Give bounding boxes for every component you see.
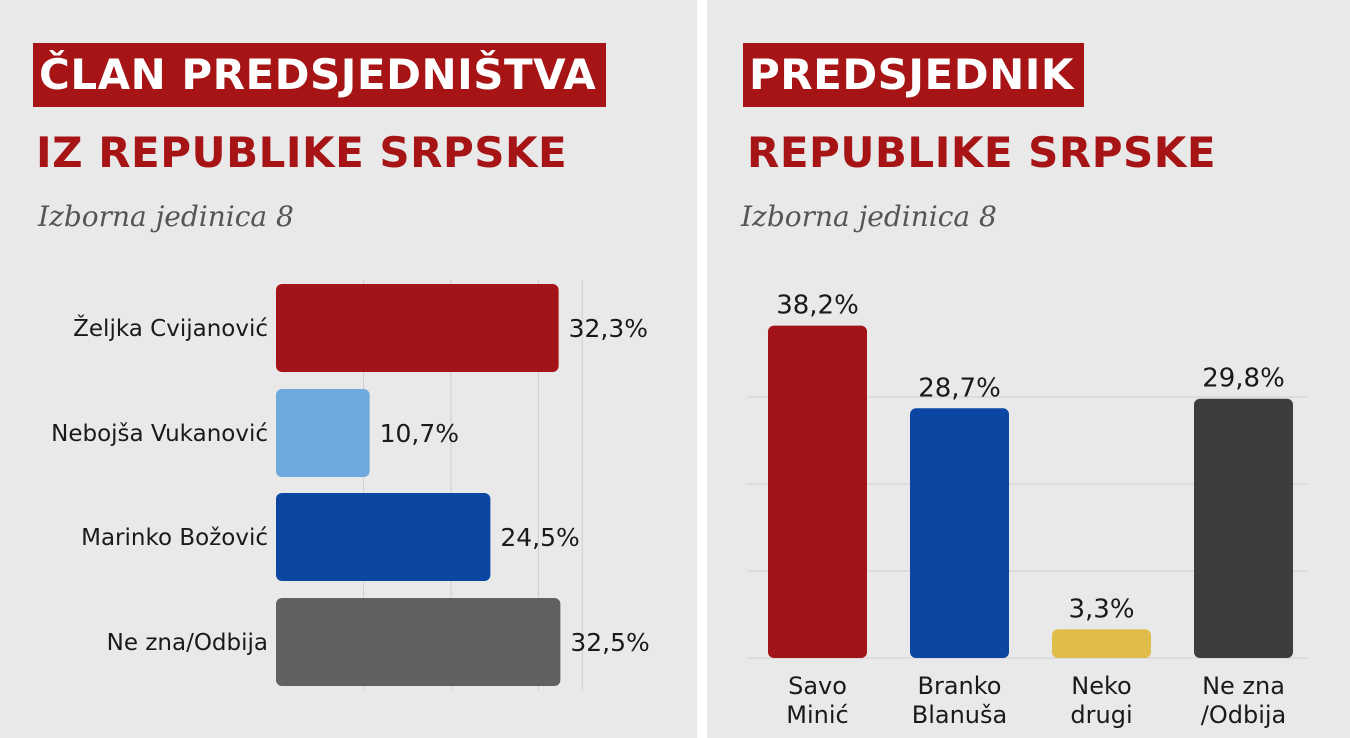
data-label: 10,7% [380, 419, 459, 448]
category-label: Ne zna [1202, 672, 1285, 700]
left-subtitle: Izborna jedinica 8 [38, 200, 294, 233]
bar [1194, 398, 1293, 658]
data-label: 29,8% [1202, 364, 1285, 394]
category-label: Savo [788, 672, 847, 700]
right-title-line1: PREDSJEDNIK [743, 43, 1084, 107]
left-panel: ČLAN PREDSJEDNIŠTVA IZ REPUBLIKE SRPSKE … [0, 0, 697, 738]
bar [768, 325, 867, 658]
right-subtitle: Izborna jedinica 8 [741, 200, 997, 233]
category-label: /Odbija [1201, 701, 1287, 729]
right-panel: PREDSJEDNIK REPUBLIKE SRPSKE Izborna jed… [707, 0, 1350, 738]
data-label: 32,5% [570, 628, 649, 657]
bar [1052, 629, 1151, 658]
bar [276, 598, 561, 686]
bar [910, 408, 1009, 658]
category-label: Minić [786, 701, 848, 729]
data-label: 38,2% [776, 291, 859, 321]
category-label: Marinko Božović [81, 525, 268, 551]
data-label: 3,3% [1068, 594, 1134, 624]
category-label: Željka Cvijanović [73, 314, 268, 342]
category-label: Neko [1071, 672, 1131, 700]
bar [276, 493, 491, 581]
category-label: Branko [918, 672, 1002, 700]
left-title-line2: IZ REPUBLIKE SRPSKE [36, 128, 568, 177]
left-title-line1: ČLAN PREDSJEDNIŠTVA [33, 43, 607, 107]
data-label: 24,5% [500, 523, 579, 552]
category-label: Blanuša [912, 701, 1007, 729]
bar [276, 389, 370, 477]
data-label: 32,3% [569, 314, 648, 343]
right-title-line2: REPUBLIKE SRPSKE [747, 128, 1217, 177]
category-label: drugi [1070, 701, 1132, 729]
data-label: 28,7% [918, 373, 1001, 403]
left-bar-chart: Željka Cvijanović 32,3% Nebojša Vukanović 1… [51, 280, 650, 690]
category-label: Ne zna/Odbija [107, 630, 268, 656]
bar [276, 284, 559, 372]
category-label: Nebojša Vukanović [51, 421, 268, 447]
